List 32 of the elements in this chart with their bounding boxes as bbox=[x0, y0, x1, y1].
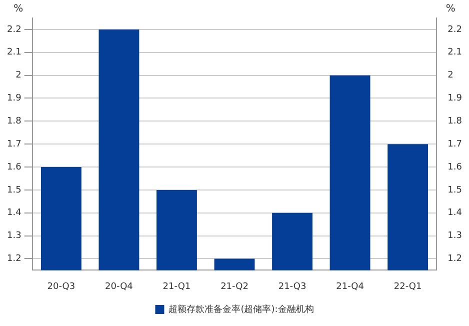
x-tick-label: 21-Q3 bbox=[278, 282, 306, 292]
y2-tick-label: 1.3 bbox=[448, 231, 462, 242]
y-tick-label: 1.9 bbox=[6, 94, 22, 104]
y2-axis-title: % bbox=[446, 4, 456, 15]
y2-tick-label: 1.9 bbox=[448, 94, 462, 104]
y-tick-label: 1.3 bbox=[6, 231, 22, 242]
y-tick-label: 1.2 bbox=[6, 254, 22, 264]
y-tick-label: 2.1 bbox=[6, 48, 22, 58]
y-tick-label: 1.6 bbox=[6, 162, 22, 172]
y-tick-label: 1.8 bbox=[6, 116, 22, 127]
y-tick-label: 1.7 bbox=[6, 139, 22, 150]
x-tick-label: 21-Q1 bbox=[162, 282, 191, 292]
y-tick-label: 1.4 bbox=[6, 208, 22, 218]
y2-tick-label: 1.6 bbox=[448, 162, 462, 172]
x-tick-label: 21-Q4 bbox=[336, 282, 364, 292]
y2-tick-label: 1.7 bbox=[448, 139, 462, 150]
y2-tick-label: 1.5 bbox=[448, 185, 462, 196]
y-tick-label: 1.5 bbox=[6, 185, 22, 196]
y-tick-label: 2 bbox=[16, 70, 22, 81]
y2-tick-label: 2.2 bbox=[448, 24, 462, 35]
y-axis-title: % bbox=[14, 4, 24, 15]
y2-tick-label: 2.1 bbox=[448, 48, 462, 58]
x-tick-label: 21-Q2 bbox=[220, 282, 248, 292]
y2-tick-label: 1.4 bbox=[448, 208, 462, 218]
y2-tick-label: 2 bbox=[448, 70, 454, 81]
legend-label: 超额存款准备金率(超储率):金融机构 bbox=[168, 304, 314, 315]
y2-tick-label: 1.8 bbox=[448, 116, 462, 127]
x-tick-label: 22-Q1 bbox=[394, 282, 422, 292]
y2-tick-label: 1.2 bbox=[448, 254, 462, 264]
x-tick-label: 20-Q4 bbox=[105, 282, 134, 292]
x-tick-label: 20-Q3 bbox=[47, 282, 76, 292]
y-tick-label: 2.2 bbox=[6, 24, 22, 35]
